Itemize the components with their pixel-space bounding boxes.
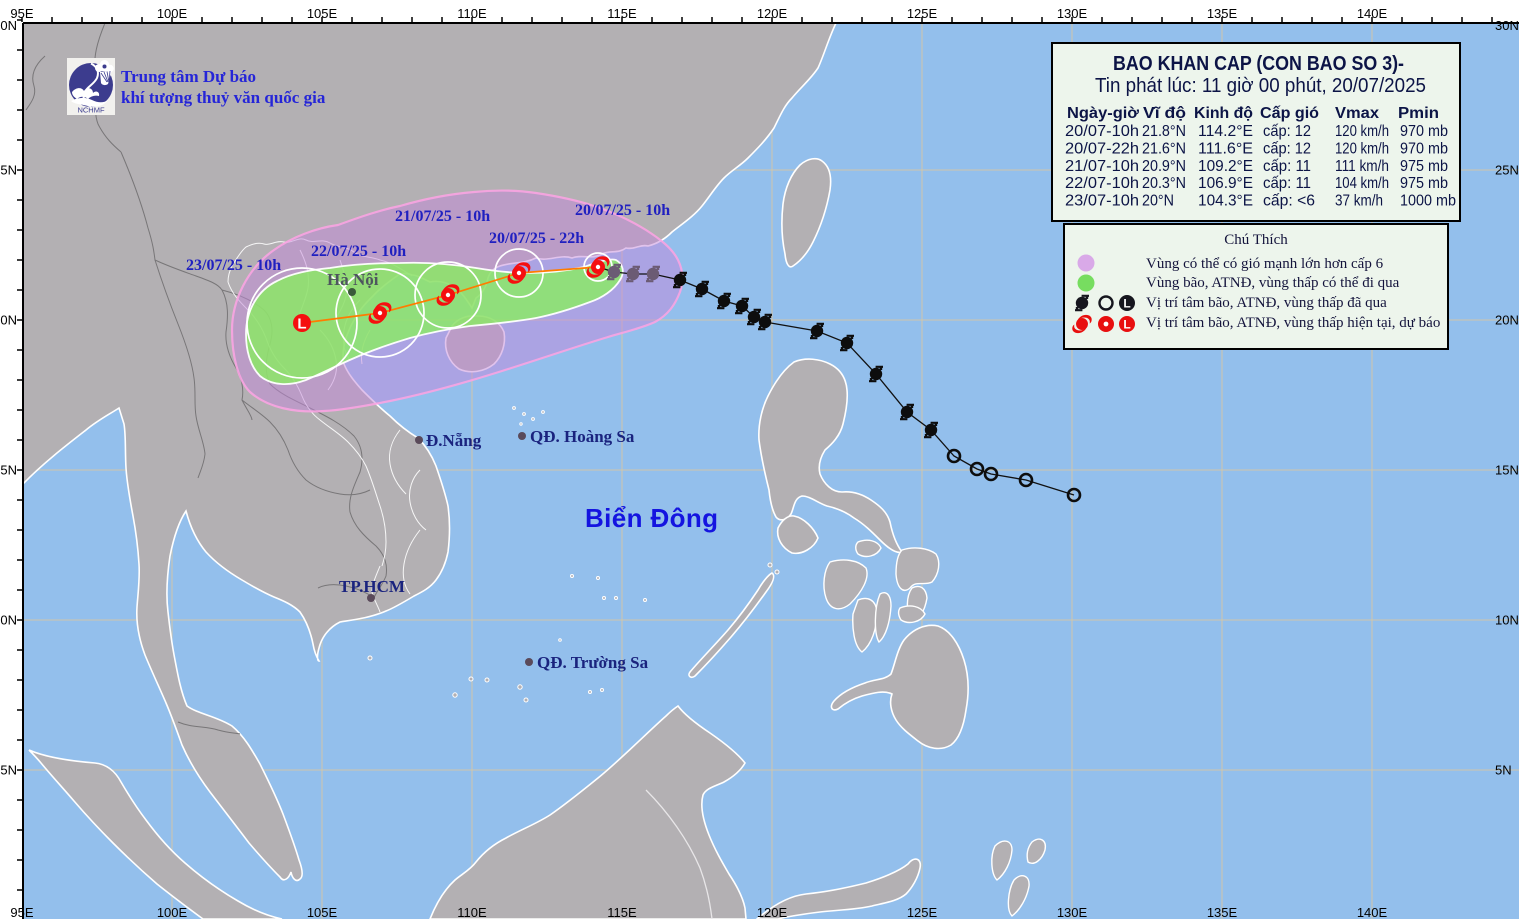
svg-text:20N: 20N <box>0 313 17 328</box>
svg-text:120 km/h: 120 km/h <box>1335 140 1389 157</box>
svg-text:cấp: 11: cấp: 11 <box>1263 158 1311 175</box>
svg-text:Kinh độ: Kinh độ <box>1194 105 1253 122</box>
svg-text:5N: 5N <box>1495 763 1512 778</box>
svg-text:15N: 15N <box>1495 463 1519 478</box>
svg-text:L: L <box>1123 297 1130 311</box>
svg-text:95E: 95E <box>10 6 33 21</box>
svg-text:25N: 25N <box>1495 163 1519 178</box>
svg-text:106.9°E: 106.9°E <box>1198 175 1253 192</box>
svg-text:21.8°N: 21.8°N <box>1142 123 1186 140</box>
svg-text:L: L <box>1123 318 1130 332</box>
svg-text:22/07/25 - 10h: 22/07/25 - 10h <box>311 243 406 260</box>
svg-text:104.3°E: 104.3°E <box>1198 193 1253 210</box>
svg-text:Chú Thích: Chú Thích <box>1224 232 1288 248</box>
svg-text:975 mb: 975 mb <box>1400 175 1448 192</box>
svg-text:cấp: <6: cấp: <6 <box>1263 193 1315 210</box>
svg-text:Đ.Nẵng: Đ.Nẵng <box>426 431 482 450</box>
svg-text:NCHMF: NCHMF <box>77 106 104 115</box>
svg-text:120 km/h: 120 km/h <box>1335 123 1389 140</box>
svg-text:115E: 115E <box>607 905 637 919</box>
svg-text:cấp: 12: cấp: 12 <box>1263 123 1311 140</box>
svg-text:23/07-10h: 23/07-10h <box>1065 193 1139 210</box>
svg-text:20/07/25 - 22h: 20/07/25 - 22h <box>489 230 584 247</box>
svg-text:110E: 110E <box>457 6 487 21</box>
svg-text:135E: 135E <box>1207 905 1238 919</box>
svg-text:15N: 15N <box>0 463 17 478</box>
svg-text:Vùng bão, ATNĐ, vùng thấp có t: Vùng bão, ATNĐ, vùng thấp có thể đi qua <box>1146 275 1400 291</box>
svg-text:125E: 125E <box>907 905 938 919</box>
svg-text:cấp: 12: cấp: 12 <box>1263 140 1311 157</box>
svg-text:115E: 115E <box>607 6 637 21</box>
svg-text:37 km/h: 37 km/h <box>1335 193 1383 210</box>
svg-text:QĐ. Trường Sa: QĐ. Trường Sa <box>537 653 649 672</box>
svg-text:Pmin: Pmin <box>1398 105 1439 122</box>
svg-text:20.3°N: 20.3°N <box>1142 175 1186 192</box>
svg-text:125E: 125E <box>907 6 938 21</box>
svg-text:Tin phát lúc: 11 giờ 00 phút,: Tin phát lúc: 11 giờ 00 phút, 20/07/2025 <box>1095 75 1426 97</box>
svg-text:Vùng có thể có gió mạnh lớn hơ: Vùng có thể có gió mạnh lớn hơn cấp 6 <box>1146 256 1384 272</box>
svg-text:111.6°E: 111.6°E <box>1198 140 1253 157</box>
svg-text:105E: 105E <box>307 905 338 919</box>
svg-text:Vị trí tâm bão, ATNĐ, vùng thấ: Vị trí tâm bão, ATNĐ, vùng thấp hiện tại… <box>1146 315 1440 331</box>
svg-text:120E: 120E <box>757 6 788 21</box>
svg-text:111 km/h: 111 km/h <box>1335 158 1389 175</box>
svg-text:100E: 100E <box>157 6 188 21</box>
svg-text:100E: 100E <box>157 905 188 919</box>
svg-text:1000 mb: 1000 mb <box>1400 193 1456 210</box>
svg-text:Vĩ độ: Vĩ độ <box>1143 105 1186 122</box>
svg-text:10N: 10N <box>0 613 17 628</box>
svg-text:cấp: 11: cấp: 11 <box>1263 175 1311 192</box>
svg-text:30N: 30N <box>0 18 17 33</box>
svg-text:120E: 120E <box>757 905 788 919</box>
svg-text:QĐ. Hoàng Sa: QĐ. Hoàng Sa <box>530 427 635 446</box>
svg-text:23/07/25 - 10h: 23/07/25 - 10h <box>186 257 281 274</box>
svg-text:Vmax: Vmax <box>1335 105 1379 122</box>
svg-text:5N: 5N <box>0 763 17 778</box>
svg-text:TP.HCM: TP.HCM <box>339 577 405 596</box>
svg-text:970 mb: 970 mb <box>1400 140 1448 157</box>
svg-text:20°N: 20°N <box>1142 193 1174 210</box>
svg-text:Ngày-giờ: Ngày-giờ <box>1067 105 1140 122</box>
svg-text:21.6°N: 21.6°N <box>1142 140 1186 157</box>
svg-text:105E: 105E <box>307 6 338 21</box>
svg-text:BAO KHAN CAP (CON BAO SO 3)-: BAO KHAN CAP (CON BAO SO 3)- <box>1113 53 1404 75</box>
svg-text:130E: 130E <box>1057 905 1088 919</box>
svg-text:970 mb: 970 mb <box>1400 123 1448 140</box>
svg-text:21/07/25 - 10h: 21/07/25 - 10h <box>395 208 490 225</box>
svg-text:135E: 135E <box>1207 6 1238 21</box>
svg-text:104 km/h: 104 km/h <box>1335 175 1389 192</box>
svg-text:20.9°N: 20.9°N <box>1142 158 1186 175</box>
svg-text:30N: 30N <box>1495 18 1519 33</box>
svg-text:10N: 10N <box>1495 613 1519 628</box>
svg-text:109.2°E: 109.2°E <box>1198 158 1253 175</box>
svg-text:140E: 140E <box>1357 6 1388 21</box>
svg-text:114.2°E: 114.2°E <box>1198 123 1253 140</box>
svg-text:20/07-22h: 20/07-22h <box>1065 140 1139 157</box>
svg-text:95E: 95E <box>10 905 33 919</box>
svg-text:L: L <box>297 316 306 333</box>
svg-text:25N: 25N <box>0 163 17 178</box>
svg-text:110E: 110E <box>457 905 487 919</box>
svg-text:22/07-10h: 22/07-10h <box>1065 175 1139 192</box>
svg-text:Vị trí tâm bão, ATNĐ, vùng thấ: Vị trí tâm bão, ATNĐ, vùng thấp đã qua <box>1146 295 1387 311</box>
svg-text:Trung tâm Dự báo: Trung tâm Dự báo <box>121 67 256 86</box>
svg-text:Cấp gió: Cấp gió <box>1260 105 1319 122</box>
svg-text:khí tượng thuỷ văn quốc gia: khí tượng thuỷ văn quốc gia <box>121 88 326 107</box>
svg-text:Hà Nội: Hà Nội <box>327 270 379 289</box>
svg-text:Biển Đông: Biển Đông <box>585 503 718 533</box>
svg-text:21/07-10h: 21/07-10h <box>1065 158 1139 175</box>
svg-text:975 mb: 975 mb <box>1400 158 1448 175</box>
svg-text:140E: 140E <box>1357 905 1388 919</box>
svg-text:20/07-10h: 20/07-10h <box>1065 123 1139 140</box>
svg-text:130E: 130E <box>1057 6 1088 21</box>
svg-text:20/07/25 - 10h: 20/07/25 - 10h <box>575 202 670 219</box>
svg-text:20N: 20N <box>1495 313 1519 328</box>
